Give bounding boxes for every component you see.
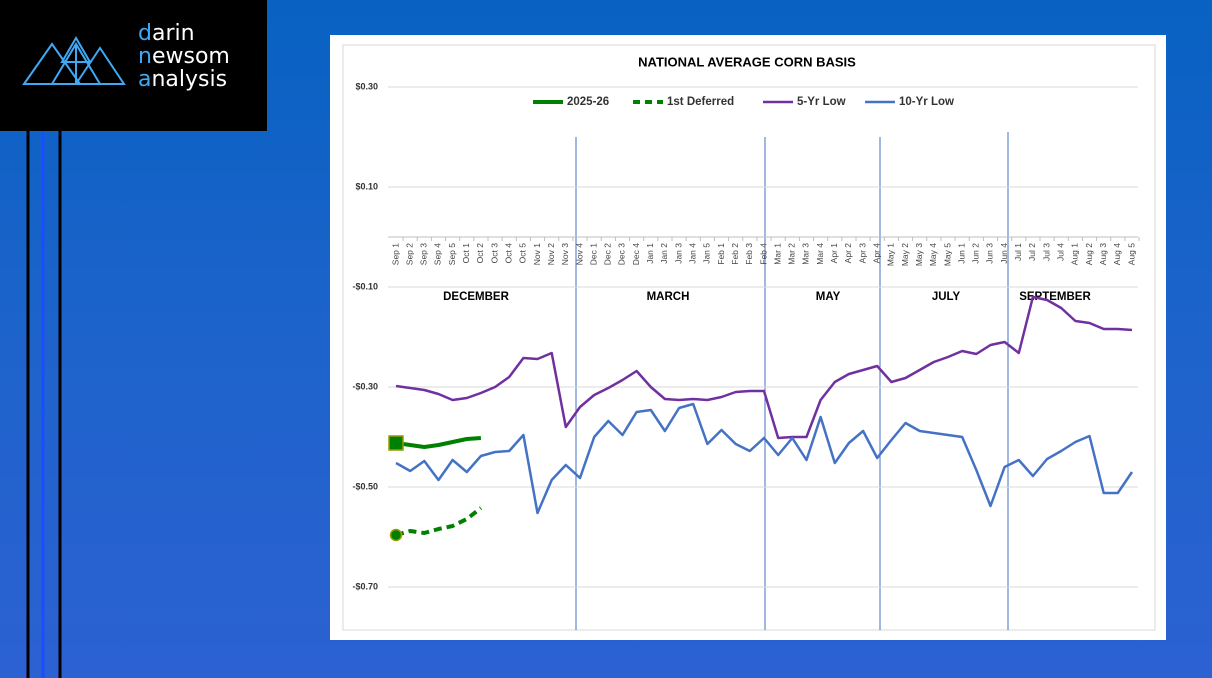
y-tick-label: -$0.30 bbox=[352, 381, 378, 391]
series-marker bbox=[389, 528, 403, 542]
x-tick-label: Jul 1 bbox=[1013, 243, 1023, 261]
logo-icon bbox=[22, 36, 126, 85]
x-tick-label: Oct 2 bbox=[475, 243, 485, 264]
x-tick-label: Dec 4 bbox=[631, 243, 641, 265]
chart-background bbox=[330, 35, 1166, 640]
series-line bbox=[395, 506, 483, 537]
y-tick-label: $0.30 bbox=[355, 81, 378, 91]
x-tick-label: Aug 4 bbox=[1112, 243, 1122, 265]
x-tick-label: Oct 1 bbox=[461, 243, 471, 264]
x-tick-label: Sep 1 bbox=[390, 243, 400, 265]
x-tick-label: Jan 1 bbox=[645, 243, 655, 264]
x-tick-label: Mar 2 bbox=[787, 243, 797, 265]
chart-title: NATIONAL AVERAGE CORN BASIS bbox=[638, 54, 856, 69]
x-tick-label: Apr 1 bbox=[829, 243, 839, 264]
x-tick-label: Dec 2 bbox=[603, 243, 613, 265]
x-tick-label: Nov 3 bbox=[560, 243, 570, 265]
x-tick-label: Jan 4 bbox=[687, 243, 697, 264]
y-tick-label: $0.10 bbox=[355, 181, 378, 191]
x-tick-label: Dec 3 bbox=[617, 243, 627, 265]
x-tick-label: Jun 3 bbox=[985, 243, 995, 264]
x-tick-label: Mar 4 bbox=[815, 243, 825, 265]
x-tick-label: Nov 4 bbox=[574, 243, 584, 265]
y-tick-label: -$0.10 bbox=[352, 281, 378, 291]
x-tick-label: Nov 2 bbox=[546, 243, 556, 265]
legend-label: 1st Deferred bbox=[667, 96, 734, 108]
y-tick-label: -$0.50 bbox=[352, 481, 378, 491]
series-line bbox=[395, 295, 1133, 440]
logo-word: analysis bbox=[138, 67, 228, 92]
x-tick-label: Mar 1 bbox=[772, 243, 782, 265]
x-tick-label: Oct 5 bbox=[518, 243, 528, 264]
series-line bbox=[395, 402, 1134, 515]
x-tick-label: Oct 4 bbox=[503, 243, 513, 264]
x-tick-label: Nov 1 bbox=[532, 243, 542, 265]
x-tick-label: Jul 2 bbox=[1027, 243, 1037, 261]
series-line bbox=[395, 436, 482, 449]
section-label: MAY bbox=[816, 291, 841, 303]
x-tick-label: May 4 bbox=[928, 243, 938, 266]
section-label: DECEMBER bbox=[443, 291, 510, 303]
section-label: MARCH bbox=[647, 291, 690, 303]
logo-word: darin bbox=[138, 21, 195, 46]
x-tick-label: Aug 2 bbox=[1084, 243, 1094, 265]
x-tick-label: May 2 bbox=[900, 243, 910, 266]
x-tick-label: May 1 bbox=[886, 243, 896, 266]
logo-word: newsom bbox=[138, 44, 230, 69]
x-tick-label: Jan 3 bbox=[673, 243, 683, 264]
x-tick-label: May 3 bbox=[914, 243, 924, 266]
x-tick-label: Aug 3 bbox=[1098, 243, 1108, 265]
x-tick-label: Jul 3 bbox=[1041, 243, 1051, 261]
x-tick-label: Mar 3 bbox=[801, 243, 811, 265]
x-tick-label: Jun 2 bbox=[971, 243, 981, 264]
section-label: JULY bbox=[932, 291, 961, 303]
x-tick-label: Feb 1 bbox=[716, 243, 726, 265]
x-tick-label: Oct 3 bbox=[489, 243, 499, 264]
x-tick-label: Aug 1 bbox=[1070, 243, 1080, 265]
plot-border bbox=[342, 44, 1156, 631]
x-tick-label: Feb 2 bbox=[730, 243, 740, 265]
x-tick-label: Aug 5 bbox=[1126, 243, 1136, 265]
x-tick-label: Apr 4 bbox=[871, 243, 881, 264]
series-marker bbox=[388, 435, 404, 451]
x-tick-label: Jul 4 bbox=[1055, 243, 1065, 261]
logo-text: darin newsom analysis bbox=[138, 22, 230, 91]
x-tick-label: Jan 2 bbox=[659, 243, 669, 264]
legend-label: 5-Yr Low bbox=[797, 96, 846, 108]
x-tick-label: Sep 4 bbox=[433, 243, 443, 265]
logo: darin newsom analysis bbox=[0, 0, 267, 131]
legend-label: 2025-26 bbox=[567, 96, 609, 108]
y-tick-label: -$0.70 bbox=[352, 581, 378, 591]
x-tick-label: Jun 4 bbox=[999, 243, 1009, 264]
x-tick-label: Feb 3 bbox=[744, 243, 754, 265]
x-tick-label: Sep 5 bbox=[447, 243, 457, 265]
x-tick-label: Sep 2 bbox=[404, 243, 414, 265]
x-tick-label: Sep 3 bbox=[419, 243, 429, 265]
x-tick-label: Dec 1 bbox=[588, 243, 598, 265]
legend-label: 10-Yr Low bbox=[899, 96, 954, 108]
x-tick-label: Apr 2 bbox=[843, 243, 853, 264]
x-tick-label: Jan 5 bbox=[702, 243, 712, 264]
x-tick-label: Jun 1 bbox=[956, 243, 966, 264]
x-tick-label: Feb 4 bbox=[758, 243, 768, 265]
section-label: SEPTEMBER bbox=[1019, 291, 1091, 303]
x-tick-label: May 5 bbox=[942, 243, 952, 266]
x-tick-label: Apr 3 bbox=[857, 243, 867, 264]
